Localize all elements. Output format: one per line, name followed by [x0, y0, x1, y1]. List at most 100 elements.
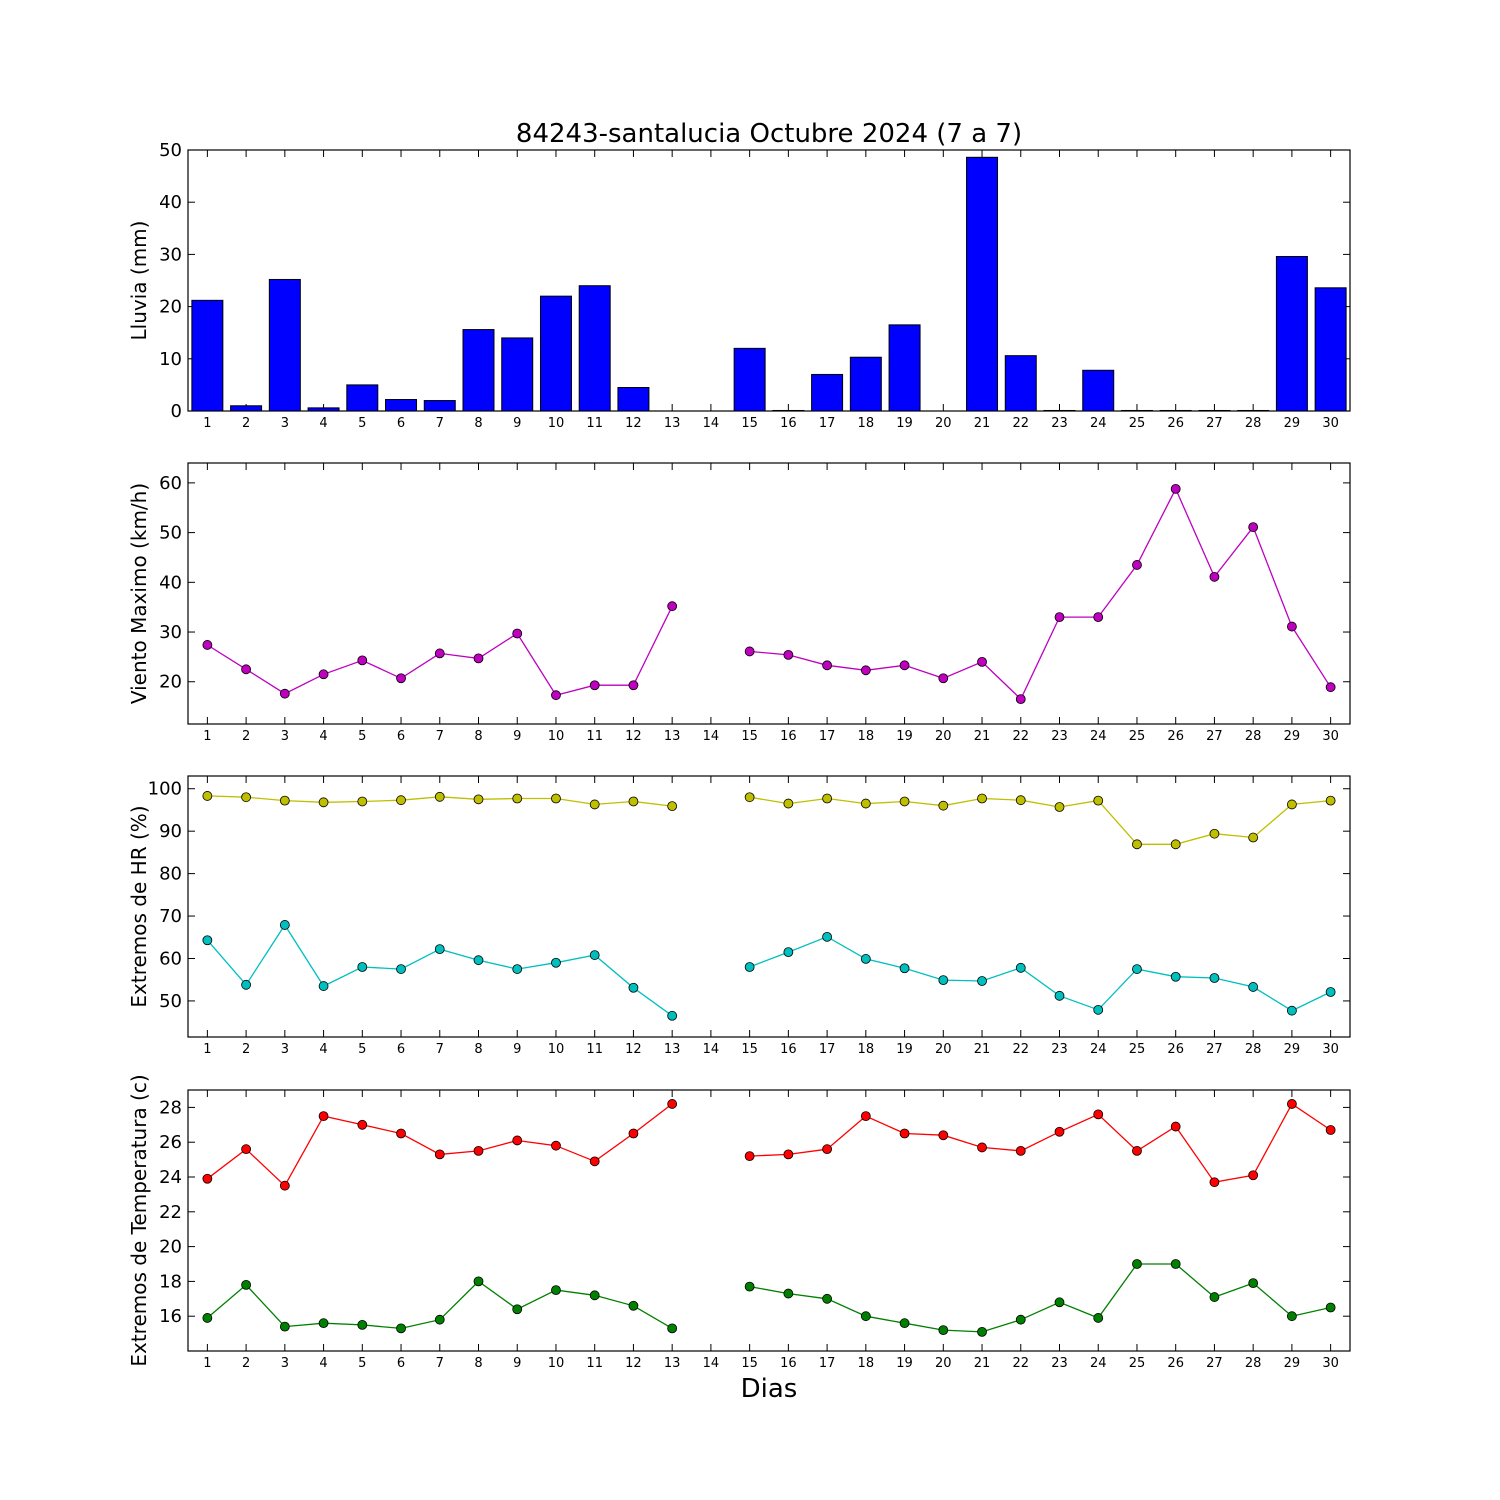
x-tick-label: 1 — [203, 1042, 211, 1057]
temp-max-point — [1015, 1146, 1026, 1156]
hr-min-point — [396, 964, 406, 974]
temp-max-point — [473, 1146, 484, 1156]
x-tick-label: 14 — [703, 1356, 720, 1371]
x-tick-label: 3 — [281, 1042, 289, 1057]
x-tick-label: 28 — [1245, 416, 1262, 431]
wind-point — [899, 660, 910, 671]
y-tick-label: 20 — [159, 297, 182, 318]
temp-min-line — [749, 1263, 1331, 1333]
hr-min-point — [667, 1010, 678, 1021]
x-tick-label: 18 — [858, 729, 875, 744]
temp-max-point — [1170, 1121, 1181, 1132]
x-tick-label: 18 — [858, 1356, 875, 1371]
wind-point — [396, 673, 406, 684]
x-tick-label: 14 — [703, 416, 720, 431]
hr-max-point — [318, 797, 329, 808]
hr-min-point — [473, 955, 484, 966]
x-tick-label: 27 — [1206, 1042, 1223, 1057]
y-tick-label: 16 — [159, 1306, 182, 1327]
temp-min-point — [977, 1326, 987, 1337]
temp-min-point — [1287, 1311, 1297, 1322]
x-tick-label: 11 — [586, 1356, 603, 1371]
x-tick-label: 16 — [780, 416, 797, 431]
y-tick-label: 10 — [159, 349, 182, 370]
hr-max-point — [473, 794, 484, 805]
wind-point — [977, 656, 987, 667]
x-tick-label: 30 — [1322, 1042, 1339, 1057]
x-tick-label: 5 — [358, 1042, 366, 1057]
hr-min-point — [551, 957, 561, 968]
x-tick-label: 6 — [397, 1042, 405, 1057]
temp-max-point — [589, 1156, 600, 1167]
x-tick-label: 26 — [1167, 1042, 1184, 1057]
x-tick-label: 7 — [436, 1356, 444, 1371]
temp-min-point — [589, 1290, 600, 1301]
x-tick-label: 23 — [1051, 729, 1068, 744]
x-tick-label: 7 — [436, 729, 444, 744]
rain-bar — [849, 356, 882, 412]
x-tick-label: 12 — [625, 729, 642, 744]
temp-min-point — [938, 1325, 949, 1336]
x-tick-label: 19 — [896, 416, 913, 431]
temp-max-point — [783, 1149, 794, 1160]
y-axis-label: Extremos de HR (%) — [127, 805, 151, 1007]
x-tick-label: 23 — [1051, 1042, 1068, 1057]
hr-max-point — [512, 793, 523, 804]
hr-max-point — [744, 792, 755, 803]
temp-min-point — [241, 1279, 252, 1290]
temp-max-point — [1054, 1126, 1065, 1137]
temp-max-point — [357, 1119, 368, 1130]
x-tick-label: 24 — [1090, 1356, 1107, 1371]
rain-bar — [617, 387, 650, 412]
y-tick-label: 20 — [159, 1237, 182, 1258]
temp-max-line — [749, 1102, 1331, 1183]
rain-bar — [1159, 409, 1192, 412]
temp-min-point — [1248, 1278, 1259, 1289]
x-tick-label: 19 — [896, 1042, 913, 1057]
hr-max-point — [279, 795, 290, 806]
hr-min-line — [749, 936, 1331, 1012]
x-tick-label: 1 — [203, 729, 211, 744]
x-tick-label: 13 — [664, 416, 681, 431]
x-tick-label: 24 — [1090, 1042, 1107, 1057]
x-tick-label: 22 — [1012, 1042, 1029, 1057]
rain-bar — [772, 409, 805, 412]
x-tick-label: 20 — [935, 416, 952, 431]
wind-point — [744, 646, 755, 657]
chart-title: 84243-santalucia Octubre 2024 (7 a 7) — [516, 119, 1022, 149]
x-tick-label: 26 — [1167, 1356, 1184, 1371]
x-tick-label: 3 — [281, 1356, 289, 1371]
temp-min-point — [628, 1300, 639, 1311]
hr-max-point — [396, 795, 406, 806]
hr-max-point — [434, 791, 445, 802]
temp-min-point — [1132, 1259, 1142, 1269]
temp-max-point — [744, 1151, 755, 1162]
y-tick-label: 60 — [159, 473, 182, 494]
x-tick-label: 30 — [1322, 729, 1339, 744]
x-tick-label: 17 — [819, 1042, 836, 1057]
wind-point — [1287, 621, 1297, 632]
wind-point — [279, 688, 290, 699]
x-tick-label: 22 — [1012, 1356, 1029, 1371]
x-tick-label: 16 — [780, 729, 797, 744]
temp-min-point — [279, 1321, 290, 1332]
temp-max-point — [1132, 1146, 1142, 1156]
temp-min-point — [1054, 1297, 1065, 1308]
y-tick-label: 18 — [159, 1271, 182, 1292]
x-tick-label: 8 — [474, 729, 482, 744]
y-tick-label: 40 — [159, 192, 182, 213]
rain-bar — [1004, 355, 1037, 412]
temp-min-point — [667, 1323, 678, 1334]
temp-max-point — [1209, 1177, 1220, 1188]
temp-max-point — [667, 1099, 678, 1109]
wind-point — [1248, 522, 1259, 533]
rain-bar — [888, 324, 921, 412]
x-tick-label: 26 — [1167, 729, 1184, 744]
x-tick-label: 29 — [1284, 729, 1301, 744]
temp-max-point — [1287, 1099, 1297, 1109]
y-tick-label: 40 — [159, 572, 182, 593]
x-tick-label: 29 — [1284, 1042, 1301, 1057]
hr-min-point — [938, 975, 949, 986]
x-tick-label: 3 — [281, 729, 289, 744]
